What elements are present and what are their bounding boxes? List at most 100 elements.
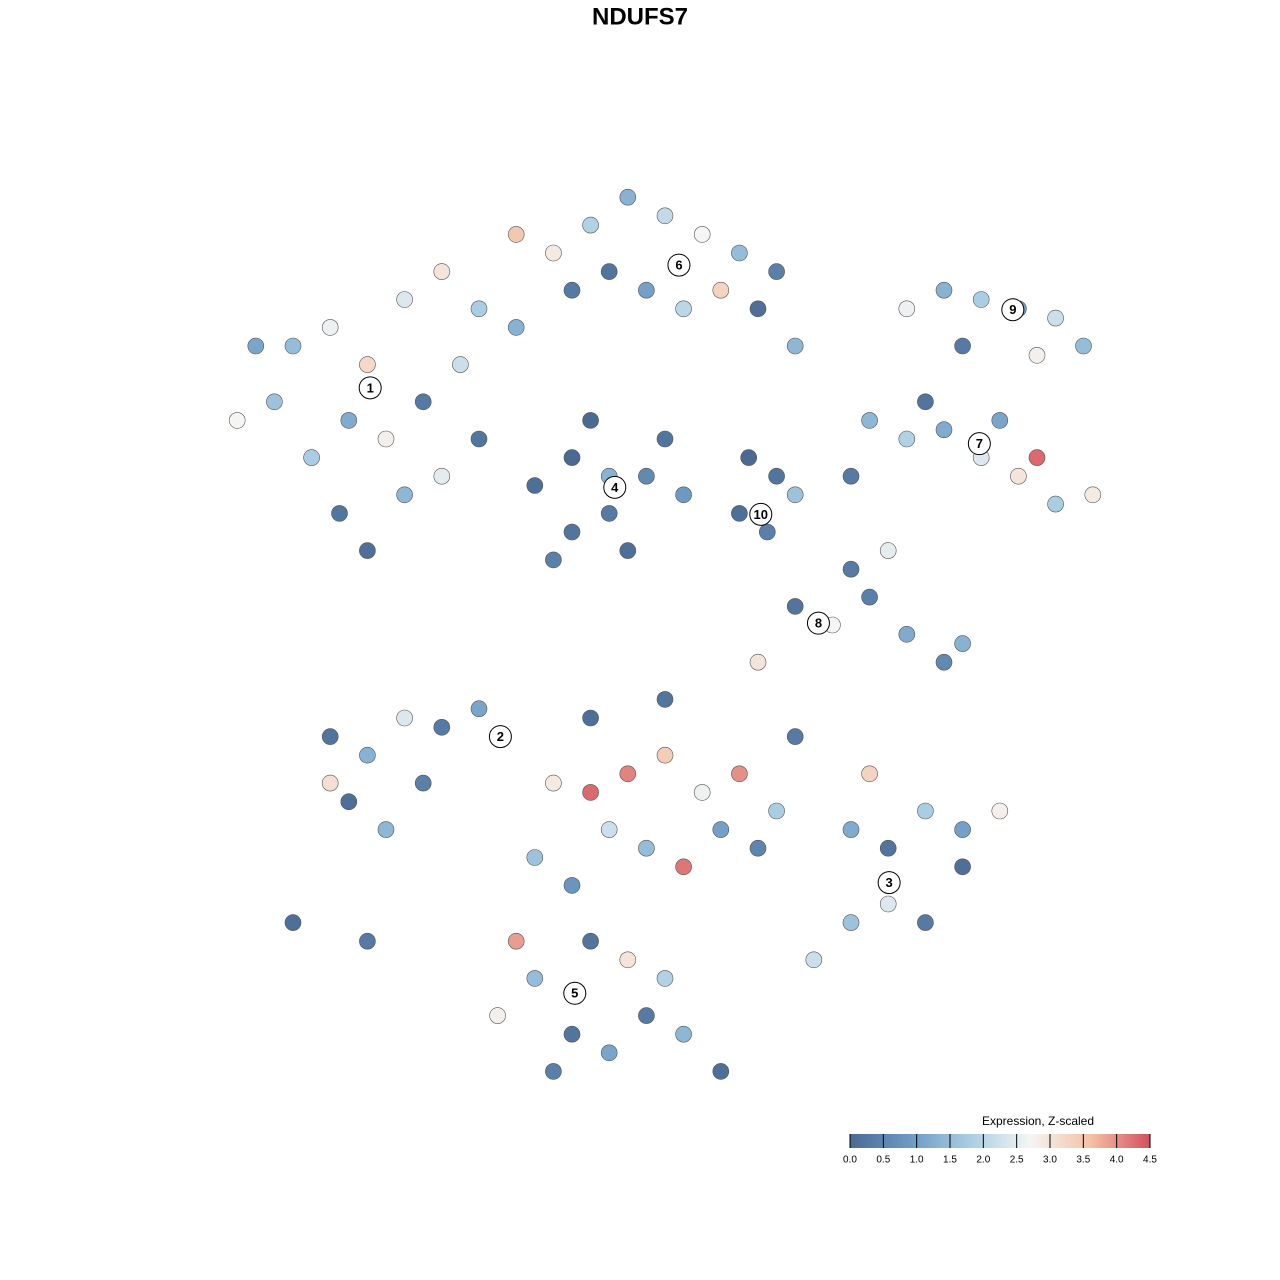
cell-point: [731, 244, 748, 262]
cell-point: [600, 821, 618, 838]
cell-point: [470, 700, 488, 718]
cluster-label: 9: [1009, 302, 1016, 317]
cell-point: [675, 300, 692, 318]
cell-point: [917, 802, 934, 820]
cell-point: [693, 226, 711, 243]
cell-point: [638, 467, 655, 485]
colorbar-tick-label: 2.5: [1010, 1155, 1024, 1166]
cluster-label: 2: [497, 729, 504, 744]
cluster-marker: [488, 725, 512, 749]
cell-point: [749, 300, 767, 318]
cell-point: [879, 542, 897, 559]
cell-point: [749, 653, 767, 671]
cell-point: [321, 319, 339, 336]
cell-point: [284, 337, 302, 355]
cell-point: [861, 412, 878, 429]
colorbar-tick-label: 4.0: [1110, 1155, 1124, 1166]
cell-point: [656, 691, 674, 708]
colorbar-tick-label: 1.0: [910, 1155, 924, 1166]
cell-point: [768, 263, 785, 280]
cell-point: [563, 449, 581, 466]
colorbar-tick-label: 3.5: [1076, 1155, 1090, 1166]
cell-point: [842, 560, 860, 578]
cell-point: [507, 319, 525, 336]
cell-point: [991, 802, 1009, 820]
cell-point: [879, 839, 897, 857]
cell-point: [656, 746, 674, 764]
cell-point: [545, 1063, 562, 1080]
cell-point: [749, 839, 767, 857]
cell-point: [303, 449, 320, 466]
cell-point: [526, 477, 544, 494]
cell-point: [414, 774, 432, 792]
cell-point: [507, 932, 525, 950]
cell-point: [917, 914, 934, 931]
cell-point: [600, 263, 618, 280]
cell-point: [1010, 467, 1027, 485]
cell-point: [619, 765, 637, 783]
cell-point: [545, 244, 562, 262]
cell-point: [1047, 309, 1064, 327]
cluster-marker: [667, 253, 691, 277]
cell-point: [758, 523, 776, 541]
cell-point: [712, 821, 730, 838]
cell-point: [693, 784, 711, 801]
cell-point: [935, 653, 953, 671]
cell-point: [638, 839, 655, 857]
cell-point: [1028, 346, 1046, 364]
cell-point: [638, 1007, 655, 1024]
cluster-marker: [1001, 298, 1025, 322]
cell-point: [582, 709, 599, 727]
colorbar-tick-label: 1.5: [943, 1155, 957, 1166]
cell-point: [1075, 337, 1092, 355]
cell-point: [954, 858, 971, 876]
cell-point: [452, 356, 469, 373]
cell-point: [656, 207, 674, 225]
cell-point: [340, 793, 358, 811]
cell-point: [266, 393, 283, 411]
cell-point: [786, 598, 804, 615]
cell-point: [861, 588, 878, 606]
cluster-marker: [358, 376, 382, 400]
cluster-marker: [563, 981, 587, 1005]
cell-point: [545, 774, 562, 792]
cell-point: [805, 951, 823, 969]
cell-point: [619, 951, 637, 969]
colorbar-tick-label: 0.0: [843, 1155, 857, 1166]
cell-point: [489, 1007, 506, 1024]
cell-point: [935, 421, 953, 439]
cell-point: [991, 412, 1009, 429]
colorbar-tick-label: 2.0: [976, 1155, 990, 1166]
cell-point: [526, 849, 544, 866]
cell-point: [861, 765, 878, 783]
cell-point: [712, 1063, 730, 1080]
cell-point: [675, 858, 692, 876]
cell-point: [619, 188, 637, 206]
cell-point: [786, 486, 804, 504]
cell-point: [433, 718, 451, 736]
cell-point: [228, 412, 246, 429]
cell-point: [563, 281, 581, 299]
cell-point: [954, 337, 971, 355]
cell-point: [563, 877, 581, 894]
cell-point: [768, 467, 785, 485]
cell-point: [638, 281, 655, 299]
cluster-label: 7: [976, 436, 983, 451]
cell-point: [712, 281, 730, 299]
cell-point: [935, 281, 953, 299]
cell-point: [359, 356, 376, 373]
chart-title: NDUFS7: [592, 3, 688, 30]
cell-point: [656, 970, 674, 987]
colorbar-tick-label: 0.5: [876, 1155, 890, 1166]
cell-point: [377, 430, 395, 448]
cell-point: [600, 1044, 618, 1062]
cell-point: [917, 393, 934, 411]
cell-point: [507, 226, 525, 243]
cell-point: [470, 300, 488, 318]
cell-point: [321, 774, 339, 792]
cell-point: [954, 821, 971, 838]
cell-point: [842, 914, 860, 931]
cell-point: [396, 486, 413, 504]
cell-point: [433, 467, 451, 485]
